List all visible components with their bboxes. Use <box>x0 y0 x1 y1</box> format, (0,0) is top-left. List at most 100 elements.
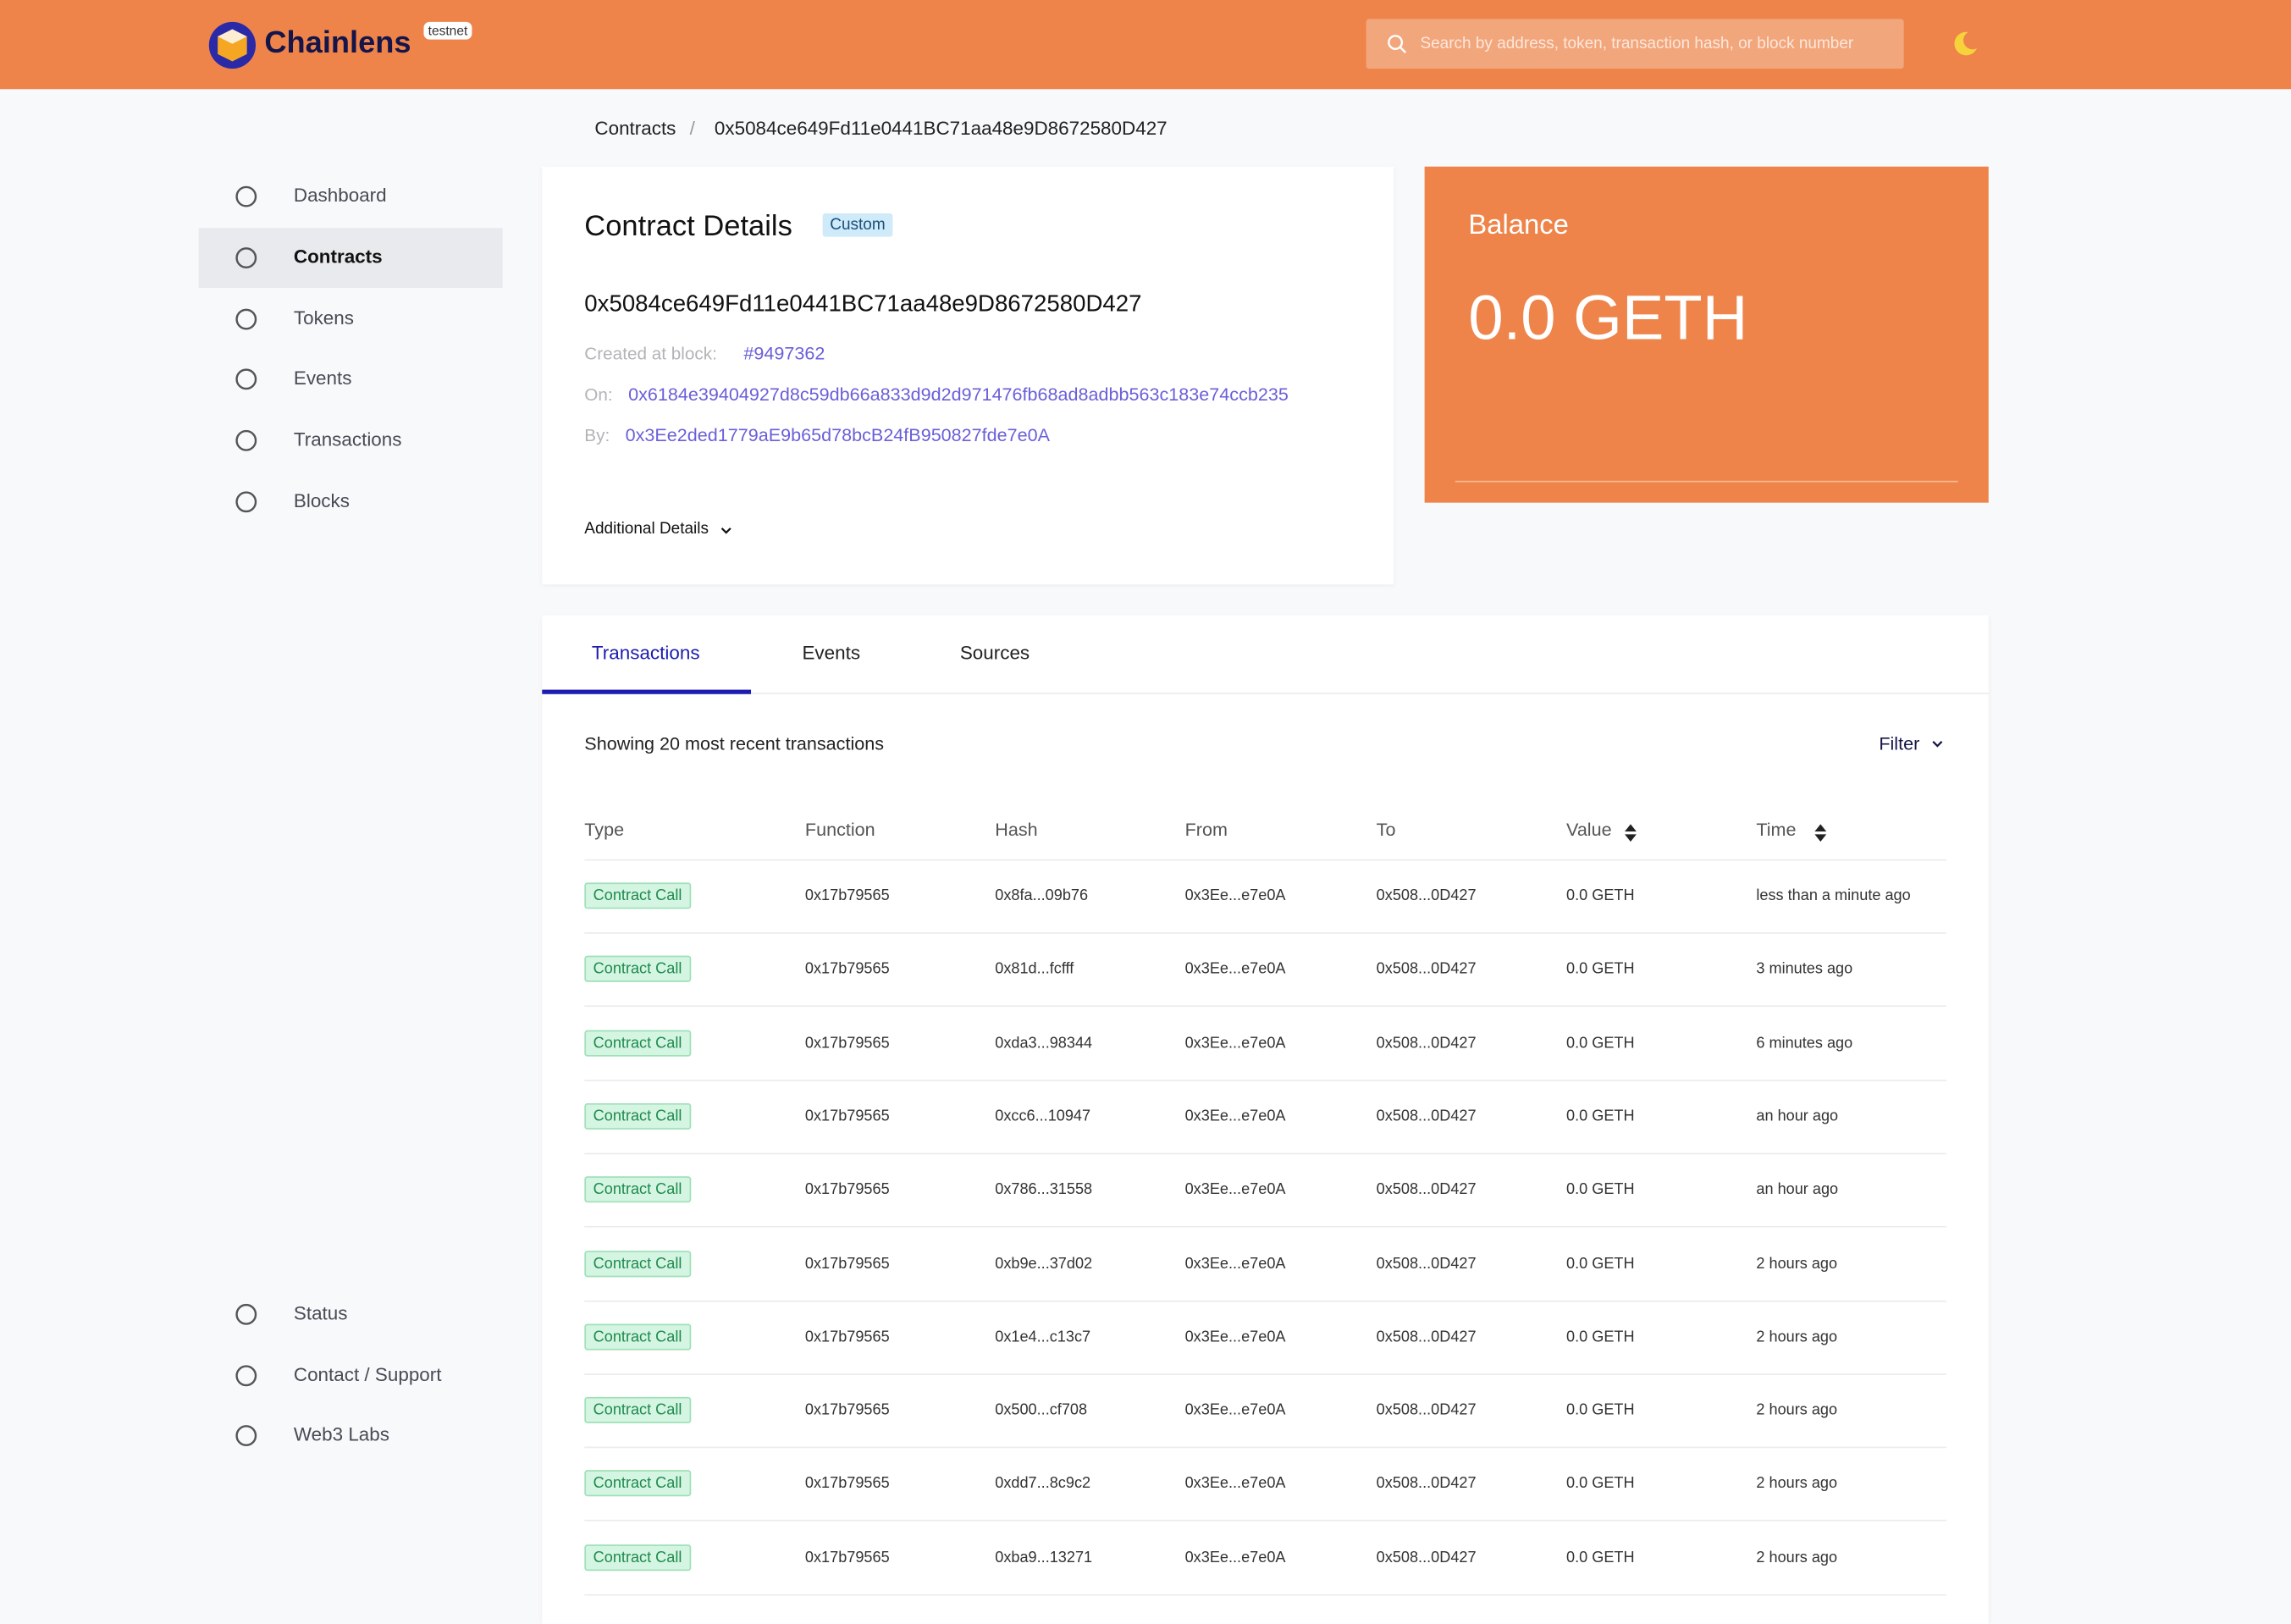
cell-text[interactable]: 0x508...0D427 <box>1376 1401 1477 1419</box>
divider <box>1455 480 1958 483</box>
by-label: By: <box>584 425 610 446</box>
cell-text[interactable]: 0x508...0D427 <box>1376 1328 1477 1346</box>
nav-item[interactable]: Transactions <box>199 411 503 471</box>
row-divider <box>584 1005 1946 1008</box>
created-block[interactable]: #9497362 <box>743 343 825 364</box>
brand[interactable]: Chainlens <box>264 26 411 60</box>
tab[interactable]: Sources <box>959 641 1030 664</box>
cell-text[interactable]: 0x1e4...c13c7 <box>995 1328 1091 1346</box>
cell-text[interactable]: 0xcc6...10947 <box>995 1107 1091 1125</box>
search-placeholder: Search by address, token, transaction ha… <box>1420 35 1854 53</box>
column-header: Type <box>584 820 625 841</box>
cell-text[interactable]: 0x508...0D427 <box>1376 1180 1477 1199</box>
cell-text: 2 hours ago <box>1756 1474 1838 1493</box>
cell-text: 6 minutes ago <box>1756 1034 1853 1052</box>
row-divider <box>584 859 1946 861</box>
cell-text[interactable]: 0x3Ee...e7e0A <box>1184 1548 1286 1566</box>
cell-text[interactable]: 0x500...cf708 <box>995 1401 1088 1419</box>
cell-text: 0x17b79565 <box>804 887 890 905</box>
nav-item[interactable]: Dashboard <box>199 167 503 227</box>
cell-text[interactable]: 0xda3...98344 <box>995 1034 1093 1052</box>
cell-text[interactable]: 0x508...0D427 <box>1376 1107 1477 1125</box>
nav-item[interactable]: Tokens <box>199 290 503 350</box>
tab[interactable]: Events <box>802 641 861 664</box>
cell-text: 3 minutes ago <box>1756 960 1853 979</box>
cell-text[interactable]: 0x3Ee...e7e0A <box>1184 960 1286 979</box>
on-label: On: <box>584 384 613 406</box>
type-badge: Contract Call <box>584 1470 691 1497</box>
filter-button[interactable]: Filter <box>1879 733 1920 754</box>
cell-text[interactable]: 0xba9...13271 <box>995 1548 1093 1566</box>
cell-text: 0x17b79565 <box>804 1254 890 1273</box>
contract-card: Contract Details Custom 0x5084ce649Fd11e… <box>542 166 1394 585</box>
cell-text: 2 hours ago <box>1756 1254 1838 1273</box>
nav-icon <box>235 368 257 390</box>
cell-text: 0.0 GETH <box>1566 1548 1635 1566</box>
nav-icon <box>235 1365 257 1387</box>
theme-toggle[interactable] <box>1951 30 1980 59</box>
sort-icon[interactable] <box>1625 823 1637 849</box>
column-header[interactable]: Time <box>1756 820 1797 841</box>
type-badge: Contract Call <box>584 1176 691 1203</box>
nav-item[interactable]: Events <box>199 349 503 409</box>
cell-text[interactable]: 0x786...31558 <box>995 1180 1093 1199</box>
nav-label: Transactions <box>293 428 402 450</box>
cell-text[interactable]: 0xdd7...8c9c2 <box>995 1474 1091 1493</box>
cell-text[interactable]: 0x508...0D427 <box>1376 960 1477 979</box>
creation-tx[interactable]: 0x6184e39404927d8c59db66a833d9d2d971476f… <box>628 384 1289 406</box>
sort-icon[interactable] <box>1814 823 1827 849</box>
nav-item[interactable]: Contact / Support <box>199 1345 503 1406</box>
cell-text[interactable]: 0x8fa...09b76 <box>995 887 1089 905</box>
nav-item[interactable]: Web3 Labs <box>199 1406 503 1466</box>
creator-address[interactable]: 0x3Ee2ded1779aE9b65d78bcB24fB950827fde7e… <box>625 425 1051 446</box>
additional-details[interactable]: Additional Details <box>584 520 709 539</box>
cell-text: 0x17b79565 <box>804 1548 890 1566</box>
cell-text: 0x17b79565 <box>804 1474 890 1493</box>
row-divider <box>584 1152 1946 1155</box>
cell-text[interactable]: 0x508...0D427 <box>1376 887 1477 905</box>
cell-text[interactable]: 0x3Ee...e7e0A <box>1184 1328 1286 1346</box>
tab[interactable]: Transactions <box>591 641 700 664</box>
nav-icon <box>235 429 257 451</box>
search-box[interactable]: Search by address, token, transaction ha… <box>1366 19 1904 69</box>
nav-item[interactable]: Contracts <box>198 228 503 288</box>
nav-item[interactable]: Blocks <box>199 472 503 532</box>
card-title: Contract Details <box>584 210 792 243</box>
cell-text[interactable]: 0x3Ee...e7e0A <box>1184 1034 1286 1052</box>
cell-text[interactable]: 0x508...0D427 <box>1376 1034 1477 1052</box>
created-label: Created at block: <box>584 343 717 364</box>
cell-text: 0.0 GETH <box>1566 1180 1635 1199</box>
nav-label: Contracts <box>293 245 383 268</box>
cell-text[interactable]: 0x3Ee...e7e0A <box>1184 1180 1286 1199</box>
tab-border <box>542 693 1989 694</box>
network-badge: testnet <box>423 21 472 40</box>
cell-text[interactable]: 0xb9e...37d02 <box>995 1254 1093 1273</box>
cell-text[interactable]: 0x3Ee...e7e0A <box>1184 1401 1286 1419</box>
column-header[interactable]: Value <box>1566 820 1612 841</box>
breadcrumb-parent[interactable]: Contracts <box>594 117 676 139</box>
row-divider <box>584 1300 1946 1301</box>
type-badge: Contract Call <box>584 1029 691 1057</box>
cell-text[interactable]: 0x508...0D427 <box>1376 1548 1477 1566</box>
cell-text[interactable]: 0x3Ee...e7e0A <box>1184 1254 1286 1273</box>
cell-text[interactable]: 0x3Ee...e7e0A <box>1184 887 1286 905</box>
cell-text[interactable]: 0x3Ee...e7e0A <box>1184 1107 1286 1125</box>
cell-text: 0.0 GETH <box>1566 1401 1635 1419</box>
cell-text[interactable]: 0x508...0D427 <box>1376 1474 1477 1493</box>
nav-icon <box>235 1303 257 1325</box>
cell-text[interactable]: 0x81d...fcfff <box>995 960 1074 979</box>
header: Chainlens testnet Search by address, tok… <box>0 0 2291 90</box>
cell-text: 0.0 GETH <box>1566 1034 1635 1052</box>
nav-label: Web3 Labs <box>293 1422 389 1445</box>
nav-label: Status <box>293 1301 348 1324</box>
cell-text: 0.0 GETH <box>1566 1107 1635 1125</box>
nav-label: Contact / Support <box>293 1363 442 1386</box>
balance-label: Balance <box>1468 210 1569 241</box>
type-badge: Contract Call <box>584 956 691 983</box>
cell-text[interactable]: 0x3Ee...e7e0A <box>1184 1474 1286 1493</box>
contract-type-badge: Custom <box>822 213 893 237</box>
nav-item[interactable]: Status <box>199 1284 503 1345</box>
cell-text[interactable]: 0x508...0D427 <box>1376 1254 1477 1273</box>
